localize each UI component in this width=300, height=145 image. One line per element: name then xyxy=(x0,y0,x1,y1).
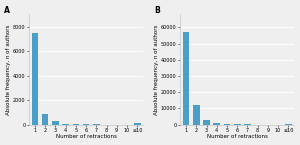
Text: B: B xyxy=(155,6,161,15)
Bar xyxy=(213,123,220,125)
Text: A: A xyxy=(4,6,10,15)
Bar xyxy=(32,33,38,125)
Bar xyxy=(193,105,200,125)
X-axis label: Number of retractions: Number of retractions xyxy=(56,134,116,139)
Bar xyxy=(62,124,69,125)
Bar xyxy=(52,121,59,125)
Y-axis label: Absolute frequency, n of authors: Absolute frequency, n of authors xyxy=(6,24,11,115)
X-axis label: Number of retractions: Number of retractions xyxy=(207,134,268,139)
Y-axis label: Absolute frequency, n of authors: Absolute frequency, n of authors xyxy=(154,24,159,115)
Bar xyxy=(83,124,89,125)
Bar xyxy=(285,124,292,125)
Bar xyxy=(183,32,189,125)
Bar xyxy=(224,124,230,125)
Bar xyxy=(203,120,210,125)
Bar xyxy=(134,123,140,125)
Bar xyxy=(73,124,79,125)
Bar xyxy=(234,124,241,125)
Bar xyxy=(42,114,49,125)
